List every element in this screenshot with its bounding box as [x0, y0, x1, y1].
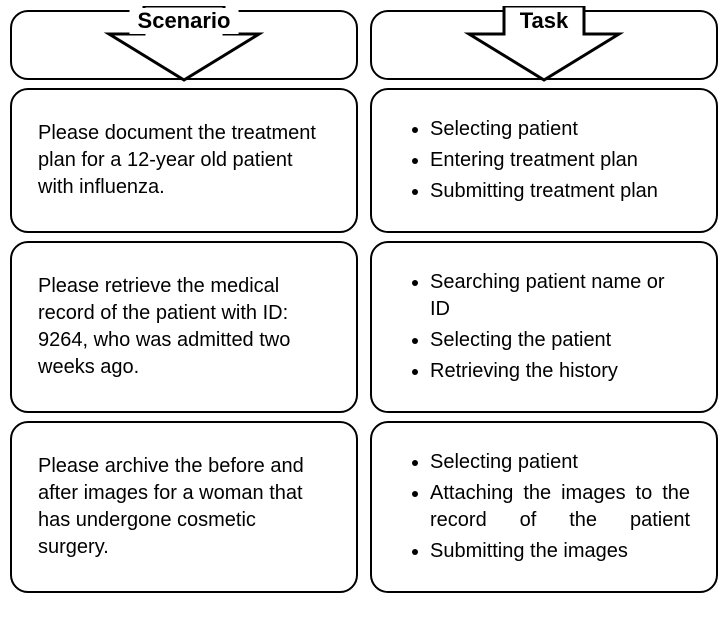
scenario-text: Please archive the before and after imag… — [38, 453, 330, 561]
task-list: Searching patient name or ID Selecting t… — [398, 265, 690, 389]
task-item: Submitting the images — [430, 538, 690, 565]
task-item: Attaching the images to the record of th… — [430, 480, 690, 534]
task-item: Selecting patient — [430, 116, 690, 143]
header-task: Task — [370, 10, 718, 80]
scenario-text: Please document the treatment plan for a… — [38, 120, 330, 201]
task-item: Selecting patient — [430, 449, 690, 476]
task-box: Selecting patient Entering treatment pla… — [370, 88, 718, 233]
scenario-task-grid: Scenario Task Please document the treatm… — [10, 10, 718, 593]
task-item: Retrieving the history — [430, 358, 690, 385]
task-item: Submitting treatment plan — [430, 178, 690, 205]
task-item: Entering treatment plan — [430, 147, 690, 174]
header-task-label: Task — [512, 8, 577, 34]
scenario-box: Please retrieve the medical record of th… — [10, 241, 358, 413]
scenario-box: Please archive the before and after imag… — [10, 421, 358, 593]
task-list: Selecting patient Entering treatment pla… — [398, 112, 690, 209]
task-box: Searching patient name or ID Selecting t… — [370, 241, 718, 413]
task-list: Selecting patient Attaching the images t… — [398, 445, 690, 569]
task-item: Searching patient name or ID — [430, 269, 690, 323]
task-item: Selecting the patient — [430, 327, 690, 354]
header-scenario: Scenario — [10, 10, 358, 80]
scenario-text: Please retrieve the medical record of th… — [38, 273, 330, 381]
task-box: Selecting patient Attaching the images t… — [370, 421, 718, 593]
header-scenario-label: Scenario — [130, 8, 239, 34]
scenario-box: Please document the treatment plan for a… — [10, 88, 358, 233]
